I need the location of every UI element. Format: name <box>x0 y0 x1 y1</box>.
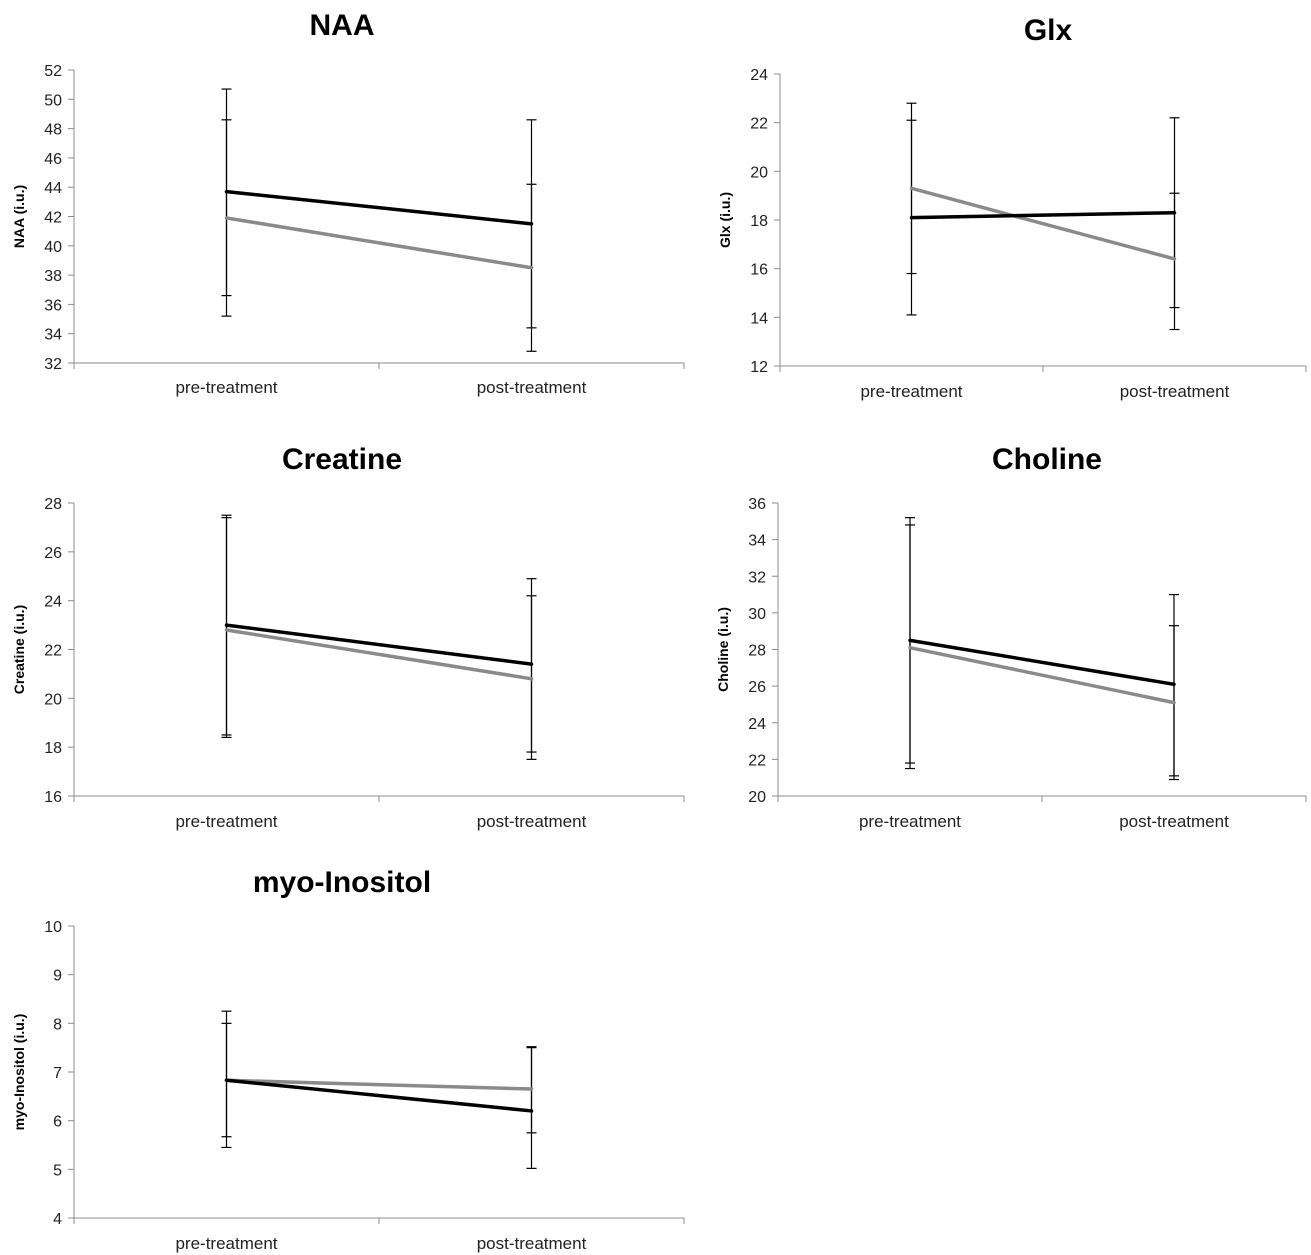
chart-panel: Creatine Creatine (i.u.) 16 18 20 22 24 26 28 pre… <box>11 443 685 831</box>
y-axis-label: myo-Inositol (i.u.) <box>11 1014 27 1131</box>
x-category-label: pre-treatment <box>859 812 961 831</box>
chart-panel: myo-Inositol myo-Inositol (i.u.) 4 5 6 7 8 9 10 p… <box>11 866 685 1253</box>
y-tick-label: 24 <box>748 716 766 733</box>
y-axis-label: Glx (i.u.) <box>717 192 733 248</box>
y-tick-label: 48 <box>44 122 62 139</box>
series-line <box>224 628 534 681</box>
y-tick-label: 22 <box>748 752 766 769</box>
y-tick-label: 16 <box>750 262 768 279</box>
chart-panel: Glx Glx (i.u.) 12 14 16 18 20 22 24 pre-treatment… <box>717 14 1307 401</box>
y-tick-label: 32 <box>748 569 766 586</box>
y-tick-label: 18 <box>750 213 768 230</box>
y-tick-label: 44 <box>44 180 62 197</box>
series-line <box>224 1078 534 1091</box>
y-axis-label: Creatine (i.u.) <box>11 605 27 694</box>
chart-title: Glx <box>1024 14 1073 47</box>
y-tick-label: 52 <box>44 63 62 80</box>
y-tick-label: 6 <box>53 1114 62 1131</box>
y-tick-label: 18 <box>44 740 62 757</box>
y-tick-label: 10 <box>44 919 62 936</box>
series-line <box>224 216 534 270</box>
y-tick-label: 36 <box>44 297 62 314</box>
chart-title: Choline <box>992 443 1102 476</box>
error-bar <box>221 517 232 739</box>
chart-title: NAA <box>310 9 375 42</box>
series-line <box>224 623 534 666</box>
chart-title: myo-Inositol <box>253 866 431 899</box>
chart-panel: NAA NAA (i.u.) 32 34 36 38 40 42 44 46 48 50 52 pre-t… <box>11 9 685 397</box>
x-category-label: post-treatment <box>1120 382 1230 401</box>
y-tick-label: 50 <box>44 92 62 109</box>
y-tick-label: 22 <box>750 116 768 133</box>
y-tick-label: 20 <box>44 691 62 708</box>
x-category-label: pre-treatment <box>175 378 277 397</box>
error-bar <box>1169 192 1180 331</box>
y-tick-label: 28 <box>44 496 62 513</box>
x-category-label: post-treatment <box>477 812 587 831</box>
y-tick-label: 38 <box>44 268 62 285</box>
series-line <box>908 638 1176 687</box>
y-tick-label: 46 <box>44 151 62 168</box>
chart-panel: Choline Choline (i.u.) 20 22 24 26 28 30 32 34 36 p… <box>715 443 1307 831</box>
y-tick-label: 16 <box>44 789 62 806</box>
y-tick-label: 24 <box>750 67 768 84</box>
series-line <box>908 645 1176 705</box>
series-line <box>224 189 534 226</box>
x-category-label: post-treatment <box>477 378 587 397</box>
y-tick-label: 8 <box>53 1016 62 1033</box>
y-tick-label: 40 <box>44 239 62 256</box>
chart-title: Creatine <box>282 443 402 476</box>
y-tick-label: 34 <box>44 327 62 344</box>
y-tick-label: 26 <box>44 545 62 562</box>
series-line <box>909 210 1177 220</box>
y-tick-label: 30 <box>748 606 766 623</box>
x-category-label: pre-treatment <box>860 382 962 401</box>
y-tick-label: 24 <box>44 594 62 611</box>
y-tick-label: 12 <box>750 359 768 376</box>
y-tick-label: 4 <box>53 1211 62 1228</box>
y-tick-label: 26 <box>748 679 766 696</box>
x-category-label: post-treatment <box>477 1234 587 1253</box>
y-tick-label: 36 <box>748 496 766 513</box>
y-axis-label: Choline (i.u.) <box>715 607 731 692</box>
x-category-label: pre-treatment <box>175 1234 277 1253</box>
y-tick-label: 20 <box>750 164 768 181</box>
x-category-label: pre-treatment <box>175 812 277 831</box>
y-tick-label: 34 <box>748 533 766 550</box>
series-line <box>224 1078 534 1113</box>
y-tick-label: 20 <box>748 789 766 806</box>
y-tick-label: 7 <box>53 1065 62 1082</box>
y-tick-label: 5 <box>53 1162 62 1179</box>
x-category-label: post-treatment <box>1119 812 1229 831</box>
y-tick-label: 32 <box>44 356 62 373</box>
y-tick-label: 9 <box>53 968 62 985</box>
y-tick-label: 22 <box>44 643 62 660</box>
y-axis-label: NAA (i.u.) <box>11 185 27 248</box>
y-tick-label: 42 <box>44 210 62 227</box>
series-line <box>909 186 1177 261</box>
y-tick-label: 28 <box>748 643 766 660</box>
y-tick-label: 14 <box>750 310 768 327</box>
